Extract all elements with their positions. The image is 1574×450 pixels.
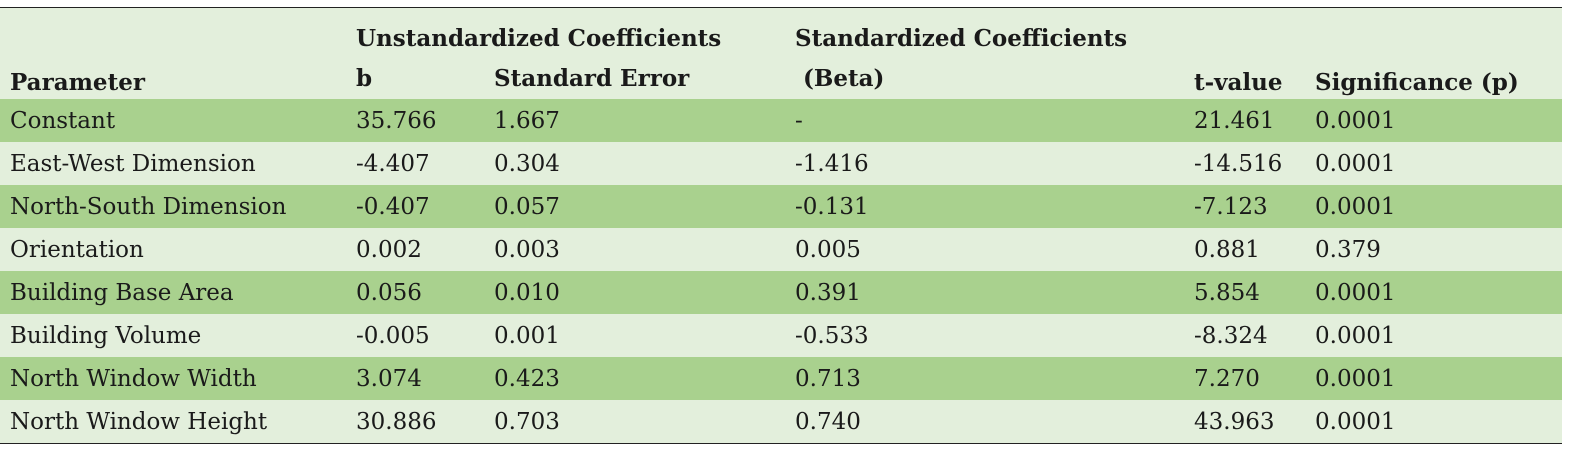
header-significance: Significance (p): [1315, 69, 1519, 96]
cell-parameter: North-South Dimension: [10, 193, 287, 220]
cell-parameter: Orientation: [10, 236, 144, 263]
table-row: Orientation 0.002 0.003 0.005 0.881 0.37…: [0, 228, 1562, 271]
cell-significance: 0.0001: [1315, 107, 1396, 134]
header-parameter: Parameter: [10, 69, 145, 96]
cell-t-value: -8.324: [1194, 322, 1268, 349]
table-row: North-South Dimension -0.407 0.057 -0.13…: [0, 185, 1562, 228]
cell-standard-error: 0.057: [494, 193, 560, 220]
header-b: b: [356, 64, 373, 92]
cell-parameter: Building Base Area: [10, 279, 234, 306]
coefficients-table: Parameter Unstandardized Coefficients St…: [0, 8, 1562, 443]
cell-standard-error: 0.423: [494, 365, 560, 392]
table-row: Constant 35.766 1.667 - 21.461 0.0001: [0, 99, 1562, 142]
cell-beta: -0.131: [795, 193, 869, 220]
header-beta: (Beta): [795, 64, 885, 92]
cell-standard-error: 0.010: [494, 279, 560, 306]
header-standardized-coefficients: Standardized Coefficients: [795, 25, 1128, 52]
table-row: Building Base Area 0.056 0.010 0.391 5.8…: [0, 271, 1562, 314]
cell-standard-error: 0.703: [494, 408, 560, 435]
cell-significance: 0.0001: [1315, 322, 1396, 349]
table-row: North Window Width 3.074 0.423 0.713 7.2…: [0, 357, 1562, 400]
cell-beta: 0.740: [795, 408, 861, 435]
cell-t-value: 7.270: [1194, 365, 1260, 392]
header-standard-error: Standard Error: [494, 64, 690, 92]
cell-beta: -0.533: [795, 322, 869, 349]
header-t-value: t-value: [1194, 69, 1283, 96]
cell-significance: 0.0001: [1315, 365, 1396, 392]
cell-b: 30.886: [356, 408, 437, 435]
cell-t-value: -7.123: [1194, 193, 1268, 220]
cell-t-value: 21.461: [1194, 107, 1275, 134]
cell-standard-error: 0.304: [494, 150, 560, 177]
cell-standard-error: 0.001: [494, 322, 560, 349]
cell-parameter: Constant: [10, 107, 116, 134]
cell-t-value: 43.963: [1194, 408, 1275, 435]
cell-b: 35.766: [356, 107, 437, 134]
cell-significance: 0.0001: [1315, 150, 1396, 177]
table-body: Constant 35.766 1.667 - 21.461 0.0001 Ea…: [0, 99, 1562, 443]
cell-beta: 0.005: [795, 236, 861, 263]
cell-b: -4.407: [356, 150, 430, 177]
cell-b: -0.407: [356, 193, 430, 220]
cell-standard-error: 1.667: [494, 107, 560, 134]
cell-t-value: 0.881: [1194, 236, 1260, 263]
cell-parameter: North Window Width: [10, 365, 257, 392]
cell-t-value: -14.516: [1194, 150, 1283, 177]
header-unstandardized-coefficients: Unstandardized Coefficients: [356, 25, 722, 52]
cell-beta: -: [795, 107, 803, 134]
table-row: North Window Height 30.886 0.703 0.740 4…: [0, 400, 1562, 443]
cell-parameter: East-West Dimension: [10, 150, 256, 177]
cell-beta: -1.416: [795, 150, 869, 177]
cell-significance: 0.0001: [1315, 279, 1396, 306]
table-row: East-West Dimension -4.407 0.304 -1.416 …: [0, 142, 1562, 185]
cell-significance: 0.0001: [1315, 408, 1396, 435]
coefficients-table-container: Parameter Unstandardized Coefficients St…: [0, 7, 1562, 444]
cell-significance: 0.0001: [1315, 193, 1396, 220]
cell-parameter: North Window Height: [10, 408, 268, 435]
cell-standard-error: 0.003: [494, 236, 560, 263]
cell-beta: 0.713: [795, 365, 861, 392]
cell-b: 0.002: [356, 236, 422, 263]
table-row: Building Volume -0.005 0.001 -0.533 -8.3…: [0, 314, 1562, 357]
cell-significance: 0.379: [1315, 236, 1381, 263]
cell-t-value: 5.854: [1194, 279, 1260, 306]
cell-parameter: Building Volume: [10, 322, 202, 349]
cell-b: -0.005: [356, 322, 430, 349]
cell-b: 0.056: [356, 279, 422, 306]
cell-b: 3.074: [356, 365, 422, 392]
table-header: Parameter Unstandardized Coefficients St…: [0, 8, 1562, 99]
cell-beta: 0.391: [795, 279, 861, 306]
